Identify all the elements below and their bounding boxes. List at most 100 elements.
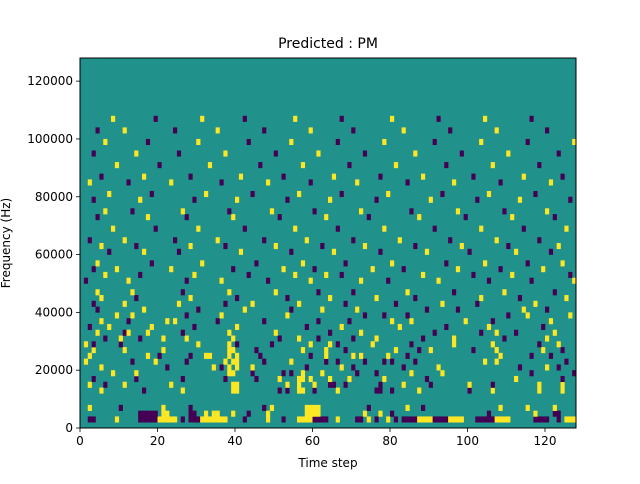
heatmap-cell (122, 127, 127, 134)
heatmap-cell (184, 358, 189, 365)
heatmap-cell (223, 416, 228, 423)
heatmap-cell (231, 266, 236, 273)
heatmap-cell (401, 127, 406, 134)
heatmap-cell (273, 289, 278, 296)
heatmap-cell (231, 370, 236, 377)
heatmap-cell (335, 225, 340, 232)
heatmap-cell (246, 271, 251, 278)
heatmap-cell (316, 416, 321, 423)
heatmap-cell (204, 352, 209, 359)
heatmap-cell (328, 375, 333, 383)
heatmap-cell (556, 341, 561, 348)
heatmap-cell (529, 352, 534, 359)
heatmap-cell (227, 352, 232, 359)
heatmap-cell (409, 416, 414, 423)
heatmap-cell (374, 295, 379, 302)
heatmap-cell (281, 173, 286, 180)
heatmap-cell (304, 364, 309, 371)
heatmap-cell (87, 381, 92, 388)
heatmap-cell (424, 375, 430, 383)
heatmap-cell (95, 127, 100, 134)
heatmap-cell (114, 266, 120, 273)
heatmap-cell (440, 300, 445, 307)
heatmap-cell (161, 404, 166, 411)
heatmap-cell (227, 208, 232, 215)
heatmap-cell (405, 289, 410, 296)
heatmap-cell (378, 387, 383, 394)
heatmap-cell (223, 358, 228, 365)
heatmap-cell (235, 387, 240, 394)
heatmap-cell (417, 214, 422, 221)
heatmap-cell (153, 115, 158, 122)
heatmap-cell (409, 370, 414, 377)
heatmap-cell (134, 370, 139, 377)
heatmap-cell (145, 410, 151, 417)
heatmap-cell (304, 404, 309, 411)
heatmap-cell (525, 260, 530, 267)
x-tick-label: 100 (456, 434, 479, 448)
heatmap-cell (215, 318, 220, 325)
heatmap-cell (548, 248, 554, 255)
heatmap-cell (250, 190, 255, 198)
heatmap-cell (568, 196, 573, 203)
heatmap-cell (262, 237, 267, 244)
heatmap-cell (568, 312, 573, 319)
heatmap-cell (308, 341, 313, 348)
heatmap-cell (525, 312, 530, 319)
heatmap-cell (463, 318, 468, 325)
heatmap-cell (95, 214, 100, 221)
heatmap-cell (180, 329, 185, 336)
heatmap-cell (145, 329, 151, 336)
heatmap-cell (545, 416, 550, 423)
heatmap-cell (556, 416, 561, 423)
heatmap-cell (405, 352, 410, 359)
heatmap-cell (262, 127, 267, 134)
heatmap-cell (421, 173, 426, 180)
heatmap-cell (122, 329, 127, 336)
heatmap-cell (556, 364, 561, 371)
heatmap-cell (324, 416, 329, 423)
heatmap-cell (359, 352, 364, 359)
heatmap-cell (421, 416, 426, 423)
heatmap-cell (87, 323, 92, 331)
heatmap-cell (91, 416, 96, 423)
heatmap-cell (122, 381, 127, 388)
heatmap-cell (227, 329, 232, 336)
heatmap-cell (486, 277, 492, 284)
heatmap-cell (479, 329, 484, 336)
heatmap-cell (494, 358, 499, 365)
heatmap-cell (324, 271, 329, 278)
heatmap-cell (87, 179, 92, 186)
heatmap-cell (390, 115, 395, 122)
heatmap-cell (568, 271, 573, 278)
heatmap-cell (324, 214, 329, 221)
heatmap-cell (510, 214, 515, 221)
heatmap-cell (91, 196, 96, 203)
heatmap-cell (432, 416, 437, 423)
heatmap-cell (277, 214, 282, 221)
heatmap-cell (312, 416, 317, 423)
heatmap-cell (142, 387, 147, 394)
heatmap-cell (192, 416, 197, 423)
heatmap-cell (347, 318, 352, 325)
heatmap-cell (285, 295, 290, 302)
heatmap-cell (320, 306, 325, 313)
heatmap-background (80, 58, 576, 428)
heatmap-cell (91, 347, 96, 354)
heatmap-cell (390, 410, 395, 417)
heatmap-cell (262, 358, 267, 365)
heatmap-cell (207, 352, 213, 359)
heatmap-cell (258, 352, 263, 359)
heatmap-cell (506, 243, 511, 250)
heatmap-cell (266, 416, 271, 423)
heatmap-cell (297, 416, 302, 423)
heatmap-cell (475, 416, 480, 423)
heatmap-cell (149, 416, 154, 423)
heatmap-cell (242, 416, 247, 423)
heatmap-cell (173, 127, 178, 134)
heatmap-cell (316, 404, 321, 411)
heatmap-cell (510, 271, 515, 278)
heatmap-cell (180, 375, 185, 383)
heatmap-cell (138, 410, 143, 417)
